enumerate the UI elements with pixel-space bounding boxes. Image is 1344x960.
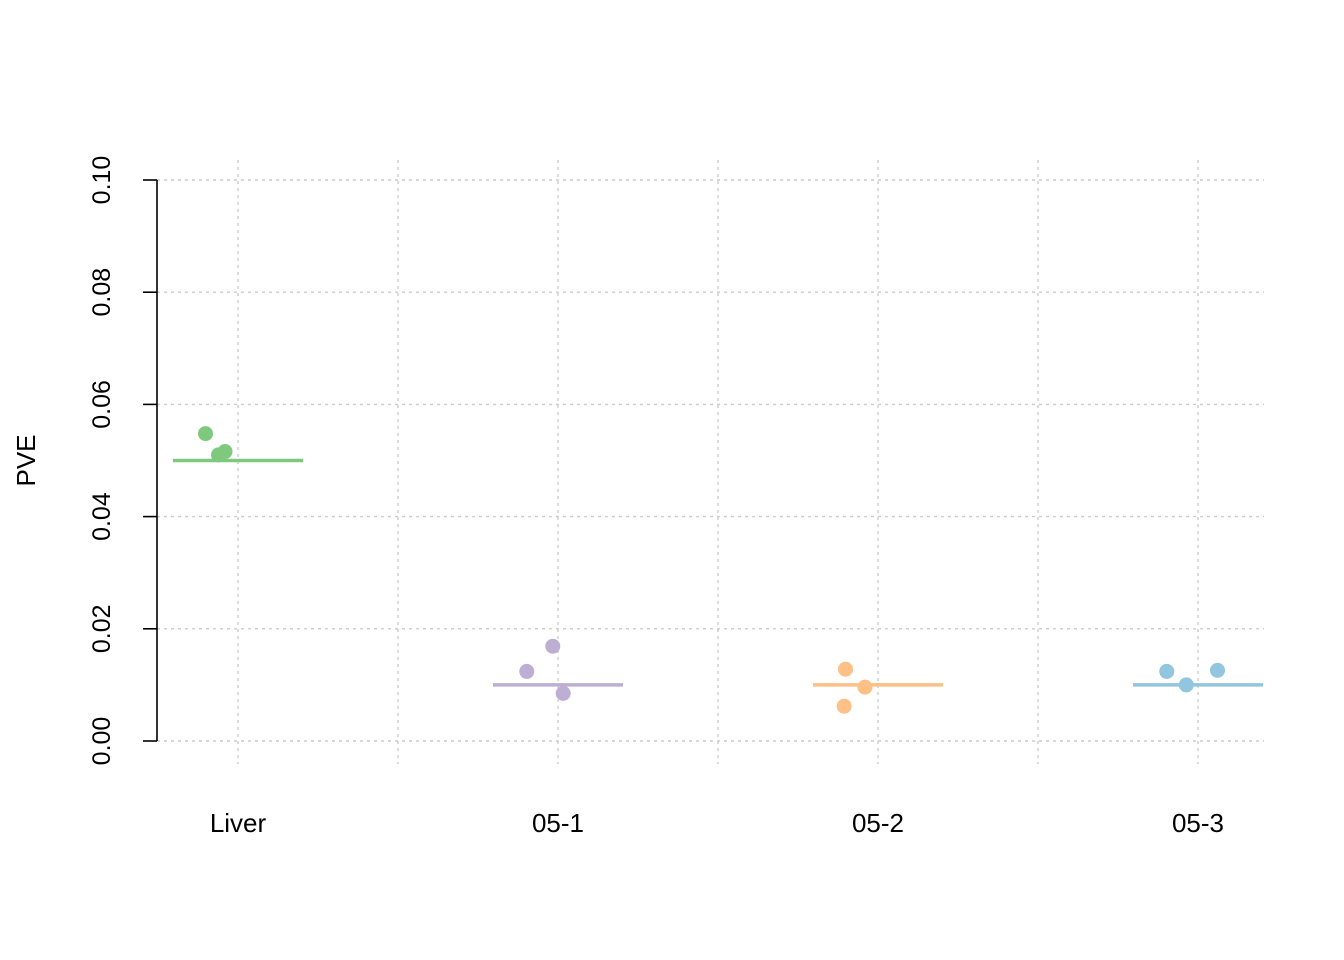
data-point [519, 663, 535, 679]
category-label: 05-3 [1172, 808, 1224, 838]
data-point [198, 426, 213, 442]
y-tick-label: 0.04 [88, 492, 116, 541]
data-point [1178, 677, 1194, 693]
category-label: 05-1 [532, 808, 584, 838]
y-tick-label: 0.08 [88, 268, 116, 317]
y-tick-label: 0.00 [88, 717, 116, 766]
y-axis-label: PVE [11, 434, 41, 486]
data-point [217, 444, 233, 460]
data-point [857, 679, 873, 695]
data-point [1210, 662, 1225, 678]
category-labels: Liver 05-1 05-2 05-3 [210, 808, 1224, 838]
data-point [1159, 663, 1175, 679]
data-point [836, 698, 852, 714]
category-label: Liver [210, 808, 267, 838]
y-axis-ticks: 0.00 0.02 0.04 0.06 0.08 0.10 [88, 156, 157, 766]
y-tick-label: 0.06 [88, 380, 116, 429]
y-tick-label: 0.10 [88, 156, 116, 205]
y-tick-label: 0.02 [88, 604, 116, 653]
data-point [838, 661, 853, 677]
data-point [555, 685, 571, 701]
group-means [173, 458, 1263, 687]
category-label: 05-2 [852, 808, 904, 838]
data-points [198, 426, 1225, 714]
data-point [545, 638, 561, 654]
